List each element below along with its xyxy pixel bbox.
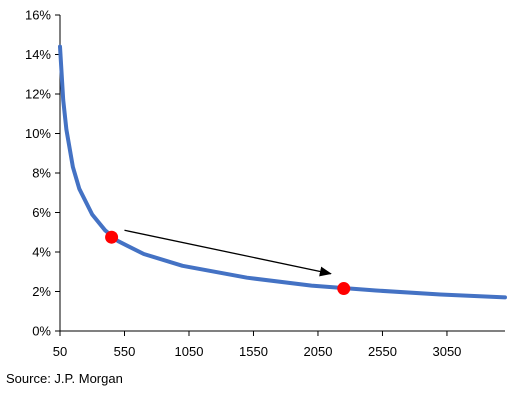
x-tick-label: 550 — [114, 344, 136, 359]
y-tick-label: 0% — [32, 324, 51, 339]
y-tick-label: 2% — [32, 284, 51, 299]
y-tick-label: 8% — [32, 166, 51, 181]
trend-arrow — [124, 229, 332, 277]
x-tick-label: 1050 — [175, 344, 204, 359]
tick-labels: 0% 2% 4% 6% 8% 10% 12% 14% 16% 50 550 1050 1550 2050 2… — [25, 8, 461, 360]
x-tick-label: 1550 — [239, 344, 268, 359]
y-tick-label: 10% — [25, 126, 51, 141]
source-note: Source: J.P. Morgan — [6, 371, 123, 386]
annotations — [105, 229, 351, 296]
axes — [55, 14, 505, 336]
y-tick-label: 14% — [25, 47, 51, 62]
x-tick-label: 3050 — [432, 344, 461, 359]
x-tick-label: 2550 — [368, 344, 397, 359]
y-tick-label: 4% — [32, 245, 51, 260]
x-tick-label: 50 — [53, 344, 67, 359]
highlight-point — [337, 282, 351, 296]
highlight-point — [105, 230, 119, 244]
y-tick-label: 12% — [25, 87, 51, 102]
y-tick-label: 6% — [32, 205, 51, 220]
series — [58, 44, 507, 300]
x-tick-label: 2050 — [304, 344, 333, 359]
y-tick-label: 16% — [25, 8, 51, 23]
series-line — [58, 44, 507, 300]
